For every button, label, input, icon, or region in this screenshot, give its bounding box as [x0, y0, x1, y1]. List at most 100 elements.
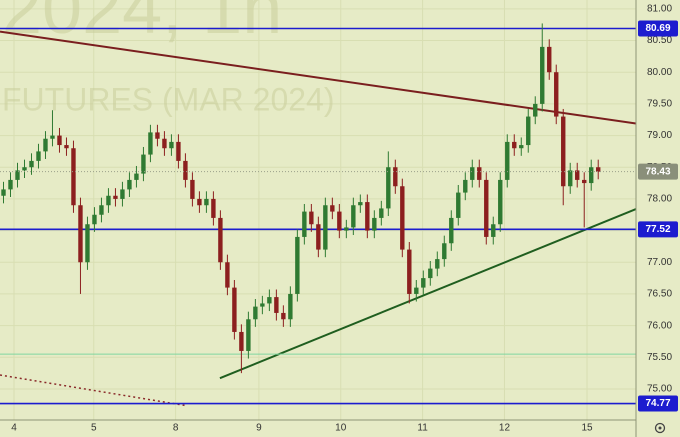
last-price-label: 78.43: [645, 166, 670, 177]
candle-body: [169, 141, 174, 149]
candle-body: [358, 202, 363, 206]
candle-body: [463, 179, 468, 193]
candle-body: [491, 224, 496, 237]
candle-body: [113, 195, 118, 199]
y-tick-label: 80.50: [647, 35, 672, 46]
candle-body: [232, 287, 237, 332]
y-tick-label: 79.50: [647, 99, 672, 110]
candle-body: [50, 135, 55, 139]
candle-body: [484, 179, 489, 237]
candle-body: [281, 312, 286, 320]
x-tick-label: 11: [417, 423, 428, 434]
candle-body: [22, 167, 27, 171]
candle-body: [225, 262, 230, 288]
y-tick-label: 76.50: [647, 289, 672, 300]
candle-body: [505, 141, 510, 180]
watermark-subtitle: FUTURES (MAR 2024): [2, 81, 335, 117]
candle-body: [428, 268, 433, 279]
candle-body: [442, 243, 447, 260]
candle-body: [183, 160, 188, 180]
candle-body: [99, 205, 104, 215]
candle-body: [239, 331, 244, 351]
candle-body: [589, 167, 594, 184]
candle-body: [211, 198, 216, 218]
x-tick-label: 10: [335, 423, 347, 434]
x-tick-label: 15: [581, 423, 593, 434]
candle-body: [43, 138, 48, 152]
candle-body: [92, 214, 97, 225]
candle-body: [386, 167, 391, 209]
candle-body: [78, 205, 83, 263]
x-tick-label: 5: [91, 423, 97, 434]
candle-body: [36, 151, 41, 161]
candle-body: [71, 148, 76, 206]
candle-body: [526, 116, 531, 146]
candle-body: [407, 249, 412, 294]
level-label-box: [638, 395, 678, 412]
candle-body: [64, 145, 69, 149]
candle-body: [449, 217, 454, 244]
candle-body: [372, 217, 377, 231]
candle-body: [351, 205, 356, 228]
candle-body: [470, 167, 475, 180]
candle-body: [85, 224, 90, 263]
watermark: 2024, 1h: [2, 0, 282, 49]
candle-body: [414, 287, 419, 294]
trend-line: [0, 30, 637, 125]
candle-body: [127, 179, 132, 190]
y-tick-label: 75.00: [647, 384, 672, 395]
candle-body: [554, 72, 559, 117]
candle-body: [568, 170, 573, 187]
candle-body: [330, 205, 335, 212]
candle-body: [148, 132, 153, 155]
x-tick-label: 4: [11, 423, 17, 434]
y-tick-label: 78.00: [647, 194, 672, 205]
y-tick-label: 77.00: [647, 257, 672, 268]
candle-body: [274, 297, 279, 313]
candle-body: [253, 306, 258, 320]
x-tick-label: 9: [256, 423, 262, 434]
candle-body: [379, 208, 384, 218]
gear-center[interactable]: [658, 426, 662, 430]
candle-body: [197, 198, 202, 206]
grid: [0, 0, 636, 420]
y-tick-label: 75.50: [647, 352, 672, 363]
y-tick-label: 76.00: [647, 320, 672, 331]
y-tick-label: 79.00: [647, 130, 672, 141]
candle-body: [540, 46, 545, 104]
candle-body: [190, 179, 195, 199]
candle-body: [302, 211, 307, 237]
candle-body: [176, 141, 181, 161]
candle-body: [8, 179, 13, 190]
plot: [0, 23, 637, 407]
y-tick-label: 80.00: [647, 67, 672, 78]
gear[interactable]: [654, 422, 666, 434]
trend-line: [0, 374, 186, 407]
candle-body: [365, 202, 370, 231]
candle-body: [141, 154, 146, 174]
candle-body: [400, 186, 405, 250]
x-tick-label: 12: [499, 423, 511, 434]
level-label-box: [638, 20, 678, 37]
candle-body: [456, 192, 461, 218]
level-label: 80.69: [645, 23, 670, 34]
level-label: 77.52: [645, 224, 670, 235]
x-tick-label: 8: [173, 423, 179, 434]
level-label: 74.77: [645, 398, 670, 409]
last-price-box: [638, 163, 678, 180]
candle-body: [267, 297, 272, 304]
candle-body: [134, 173, 139, 180]
candle-body: [288, 293, 293, 320]
candle-body: [309, 211, 314, 225]
candle-body: [582, 179, 587, 184]
candle-body: [547, 46, 552, 73]
candle-body: [295, 236, 300, 294]
settings-icon[interactable]: [654, 422, 666, 434]
candle-body: [162, 138, 167, 149]
candle-body: [29, 160, 34, 168]
candle-body: [575, 170, 580, 180]
candle-body: [421, 278, 426, 288]
axes: 75.0075.5076.0076.5077.0077.5078.0078.50…: [11, 4, 678, 434]
candle-body: [155, 132, 160, 139]
